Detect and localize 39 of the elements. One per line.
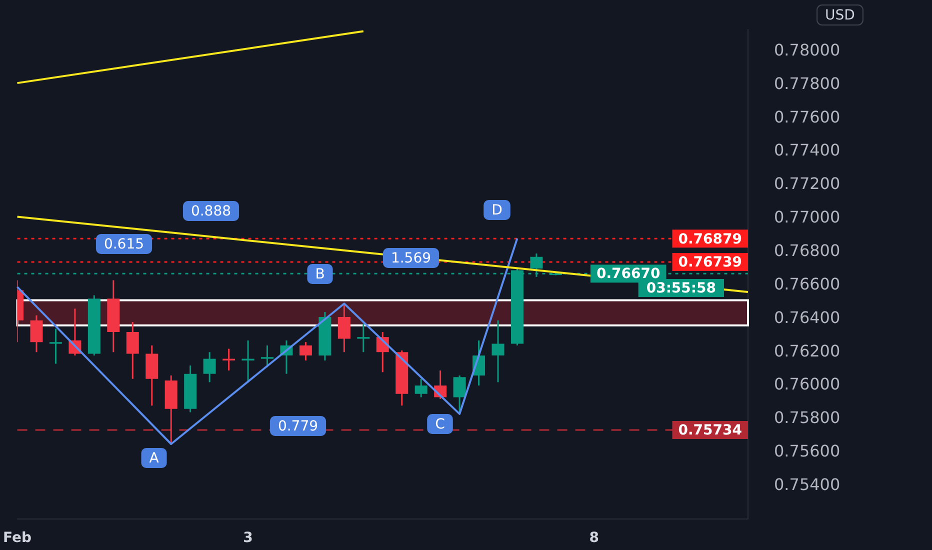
candlestick <box>30 314 43 353</box>
y-tick-label: 0.78000 <box>774 40 840 60</box>
ref-line-label: 0.76670 <box>596 266 660 282</box>
y-tick-label: 0.77800 <box>774 74 840 93</box>
candlestick <box>338 302 350 353</box>
y-tick-label: 0.77000 <box>774 208 840 227</box>
text: USD <box>825 8 855 24</box>
annotation: A <box>149 450 160 467</box>
annotation: 0.888 <box>190 204 232 220</box>
annotation: 03:55:58 <box>646 280 716 297</box>
y-tick-label: 0.76400 <box>774 308 840 327</box>
y-tick-label: 0.77400 <box>774 140 840 160</box>
x-tick-label: 3 <box>243 530 253 546</box>
ref-line-label: 0.76879 <box>678 231 742 248</box>
annotation: 0.615 <box>104 236 144 253</box>
y-tick-label: 0.76600 <box>774 274 840 294</box>
candlestick <box>299 341 312 362</box>
x-tick-label: 8 <box>589 530 600 546</box>
y-tick-label: 0.77600 <box>774 107 840 126</box>
candlestick <box>414 378 428 398</box>
y-tick-label: 0.76800 <box>774 241 840 260</box>
candlestick <box>126 321 139 380</box>
candlestick <box>492 320 504 383</box>
y-tick-label: 0.75400 <box>774 474 840 494</box>
annotation: 0.779 <box>278 418 318 435</box>
y-tick-label: 0.76200 <box>774 341 840 360</box>
annotation: 1.569 <box>390 250 432 267</box>
candlestick <box>203 351 216 383</box>
y-tick-label: 0.76000 <box>774 374 840 394</box>
y-tick-label: 0.75600 <box>774 442 840 461</box>
annotation: B <box>315 266 325 283</box>
annotation: D <box>492 202 502 219</box>
candlestick <box>261 344 274 368</box>
ref-line-label: 0.76739 <box>678 254 742 271</box>
y-tick-label: 0.77200 <box>774 174 840 194</box>
ref-line-label: 0.75734 <box>678 422 742 439</box>
y-tick-label: 0.75800 <box>774 408 840 428</box>
x-tick-label: Feb <box>3 530 32 546</box>
annotation: C <box>435 416 446 433</box>
